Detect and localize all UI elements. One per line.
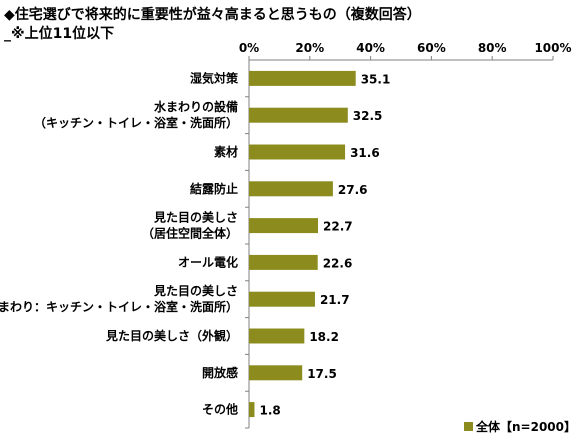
bar xyxy=(249,181,333,197)
x-tick-label: 100% xyxy=(534,41,571,55)
category-label: 結露防止 xyxy=(190,181,238,196)
value-label: 22.7 xyxy=(323,220,353,234)
category-label: （水まわり：キッチン・トイレ・浴室・洗面所） xyxy=(0,299,238,314)
value-label: 27.6 xyxy=(338,183,368,197)
category-label: 見た目の美しさ（外観） xyxy=(105,328,238,343)
category-label: 見た目の美しさ xyxy=(153,210,238,225)
x-tick-label: 20% xyxy=(295,41,324,55)
value-label: 22.6 xyxy=(323,256,353,270)
category-label: 水まわりの設備 xyxy=(154,99,238,114)
value-label: 18.2 xyxy=(309,330,339,344)
legend: 全体【n=2000】 xyxy=(464,418,576,435)
bar xyxy=(249,365,303,381)
bar xyxy=(249,254,318,270)
value-label: 21.7 xyxy=(320,293,350,307)
legend-label: 全体【n=2000】 xyxy=(476,420,576,434)
value-label: 32.5 xyxy=(353,109,383,123)
value-label: 17.5 xyxy=(307,367,337,381)
bar xyxy=(249,328,305,344)
x-tick-label: 60% xyxy=(417,41,446,55)
value-label: 31.6 xyxy=(350,146,380,160)
x-tick-label: 40% xyxy=(356,41,385,55)
value-label: 35.1 xyxy=(361,72,391,86)
bar xyxy=(249,291,315,307)
category-label: 見た目の美しさ xyxy=(153,283,238,298)
category-label: 素材 xyxy=(214,144,238,159)
x-tick-label: 0% xyxy=(239,41,259,55)
bar xyxy=(249,107,348,123)
bar xyxy=(249,70,356,86)
category-label: 開放感 xyxy=(202,365,238,380)
value-label: 1.8 xyxy=(259,404,280,418)
x-tick-label: 80% xyxy=(478,41,507,55)
category-label: （居住空間全体） xyxy=(142,226,238,241)
chart-subtitle: _※上位11位以下 xyxy=(4,26,115,42)
category-label: （キッチン・トイレ・浴室・洗面所） xyxy=(34,115,238,130)
bar xyxy=(249,144,346,160)
bar xyxy=(249,218,319,234)
chart-title: ◆住宅選びで将来的に重要性が益々高まると思うもの（複数回答） xyxy=(4,7,421,23)
category-label: その他 xyxy=(202,402,238,417)
category-label: 湿気対策 xyxy=(190,70,239,85)
bar xyxy=(249,402,255,418)
category-label: オール電化 xyxy=(178,254,238,269)
legend-swatch xyxy=(464,422,473,431)
